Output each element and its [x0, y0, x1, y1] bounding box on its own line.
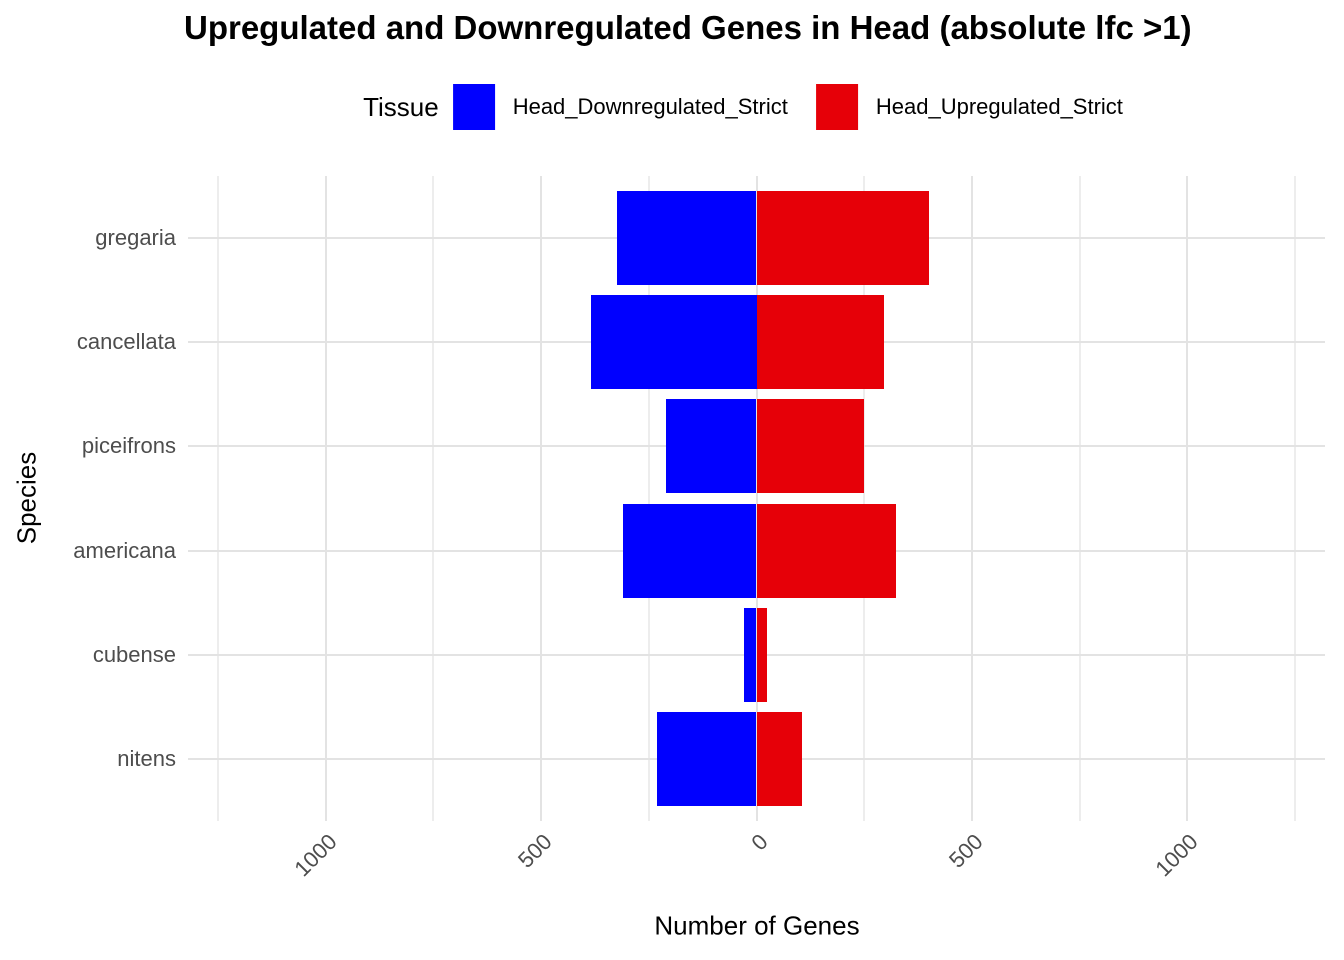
minor-gridline	[432, 176, 435, 821]
legend-entry-label: Head_Upregulated_Strict	[875, 94, 1123, 119]
major-gridline	[540, 176, 543, 821]
y-tick-label-cubense: cubense	[92, 641, 176, 667]
bar-downregulated-cancellata	[590, 295, 757, 390]
x-tick-label: 1000	[1150, 829, 1203, 882]
bar-downregulated-piceifrons	[666, 399, 757, 494]
legend: Tissue Head_Downregulated_Strict Head_Upr…	[363, 84, 1151, 130]
y-tick-label-cancellata: cancellata	[76, 329, 176, 355]
bar-upregulated-nitens	[756, 711, 802, 806]
minor-gridline	[863, 176, 866, 821]
legend-entry: Head_Upregulated_Strict	[815, 84, 1151, 130]
x-tick-label: 500	[943, 829, 988, 873]
bar-downregulated-gregaria	[616, 191, 757, 286]
major-gridline	[755, 176, 758, 821]
minor-gridline	[1293, 176, 1296, 821]
minor-gridline	[1078, 176, 1081, 821]
y-tick-label-gregaria: gregaria	[95, 225, 176, 251]
bar-upregulated-americana	[756, 503, 897, 598]
bar-upregulated-cubense	[756, 607, 768, 702]
major-gridline	[324, 176, 327, 821]
minor-gridline	[217, 176, 220, 821]
x-tick-label: 500	[513, 829, 557, 873]
bar-downregulated-americana	[622, 503, 757, 598]
y-tick-label-americana: americana	[73, 537, 176, 563]
legend-title: Tissue	[363, 91, 439, 122]
legend-swatch-icon	[815, 84, 858, 130]
x-tick-label: 1000	[289, 829, 342, 882]
y-tick-label-nitens: nitens	[117, 745, 176, 771]
bar-downregulated-nitens	[657, 711, 757, 806]
bar-upregulated-cancellata	[756, 295, 884, 390]
plot-panel	[188, 176, 1325, 821]
y-tick-label-piceifrons: piceifrons	[81, 433, 176, 459]
legend-entry-label: Head_Downregulated_Strict	[512, 94, 788, 119]
legend-entry: Head_Downregulated_Strict	[452, 84, 816, 130]
x-tick-label: 0	[745, 829, 773, 856]
y-axis-title: Species	[11, 451, 42, 545]
bar-upregulated-gregaria	[756, 191, 929, 286]
chart-title: Upregulated and Downregulated Genes in H…	[184, 9, 1192, 46]
major-gridline	[1186, 176, 1189, 821]
bar-downregulated-cubense	[743, 607, 757, 702]
legend-swatch-icon	[452, 84, 495, 130]
minor-gridline	[647, 176, 650, 821]
bar-upregulated-piceifrons	[756, 399, 865, 494]
x-axis-title: Number of Genes	[654, 910, 860, 941]
major-gridline	[970, 176, 973, 821]
